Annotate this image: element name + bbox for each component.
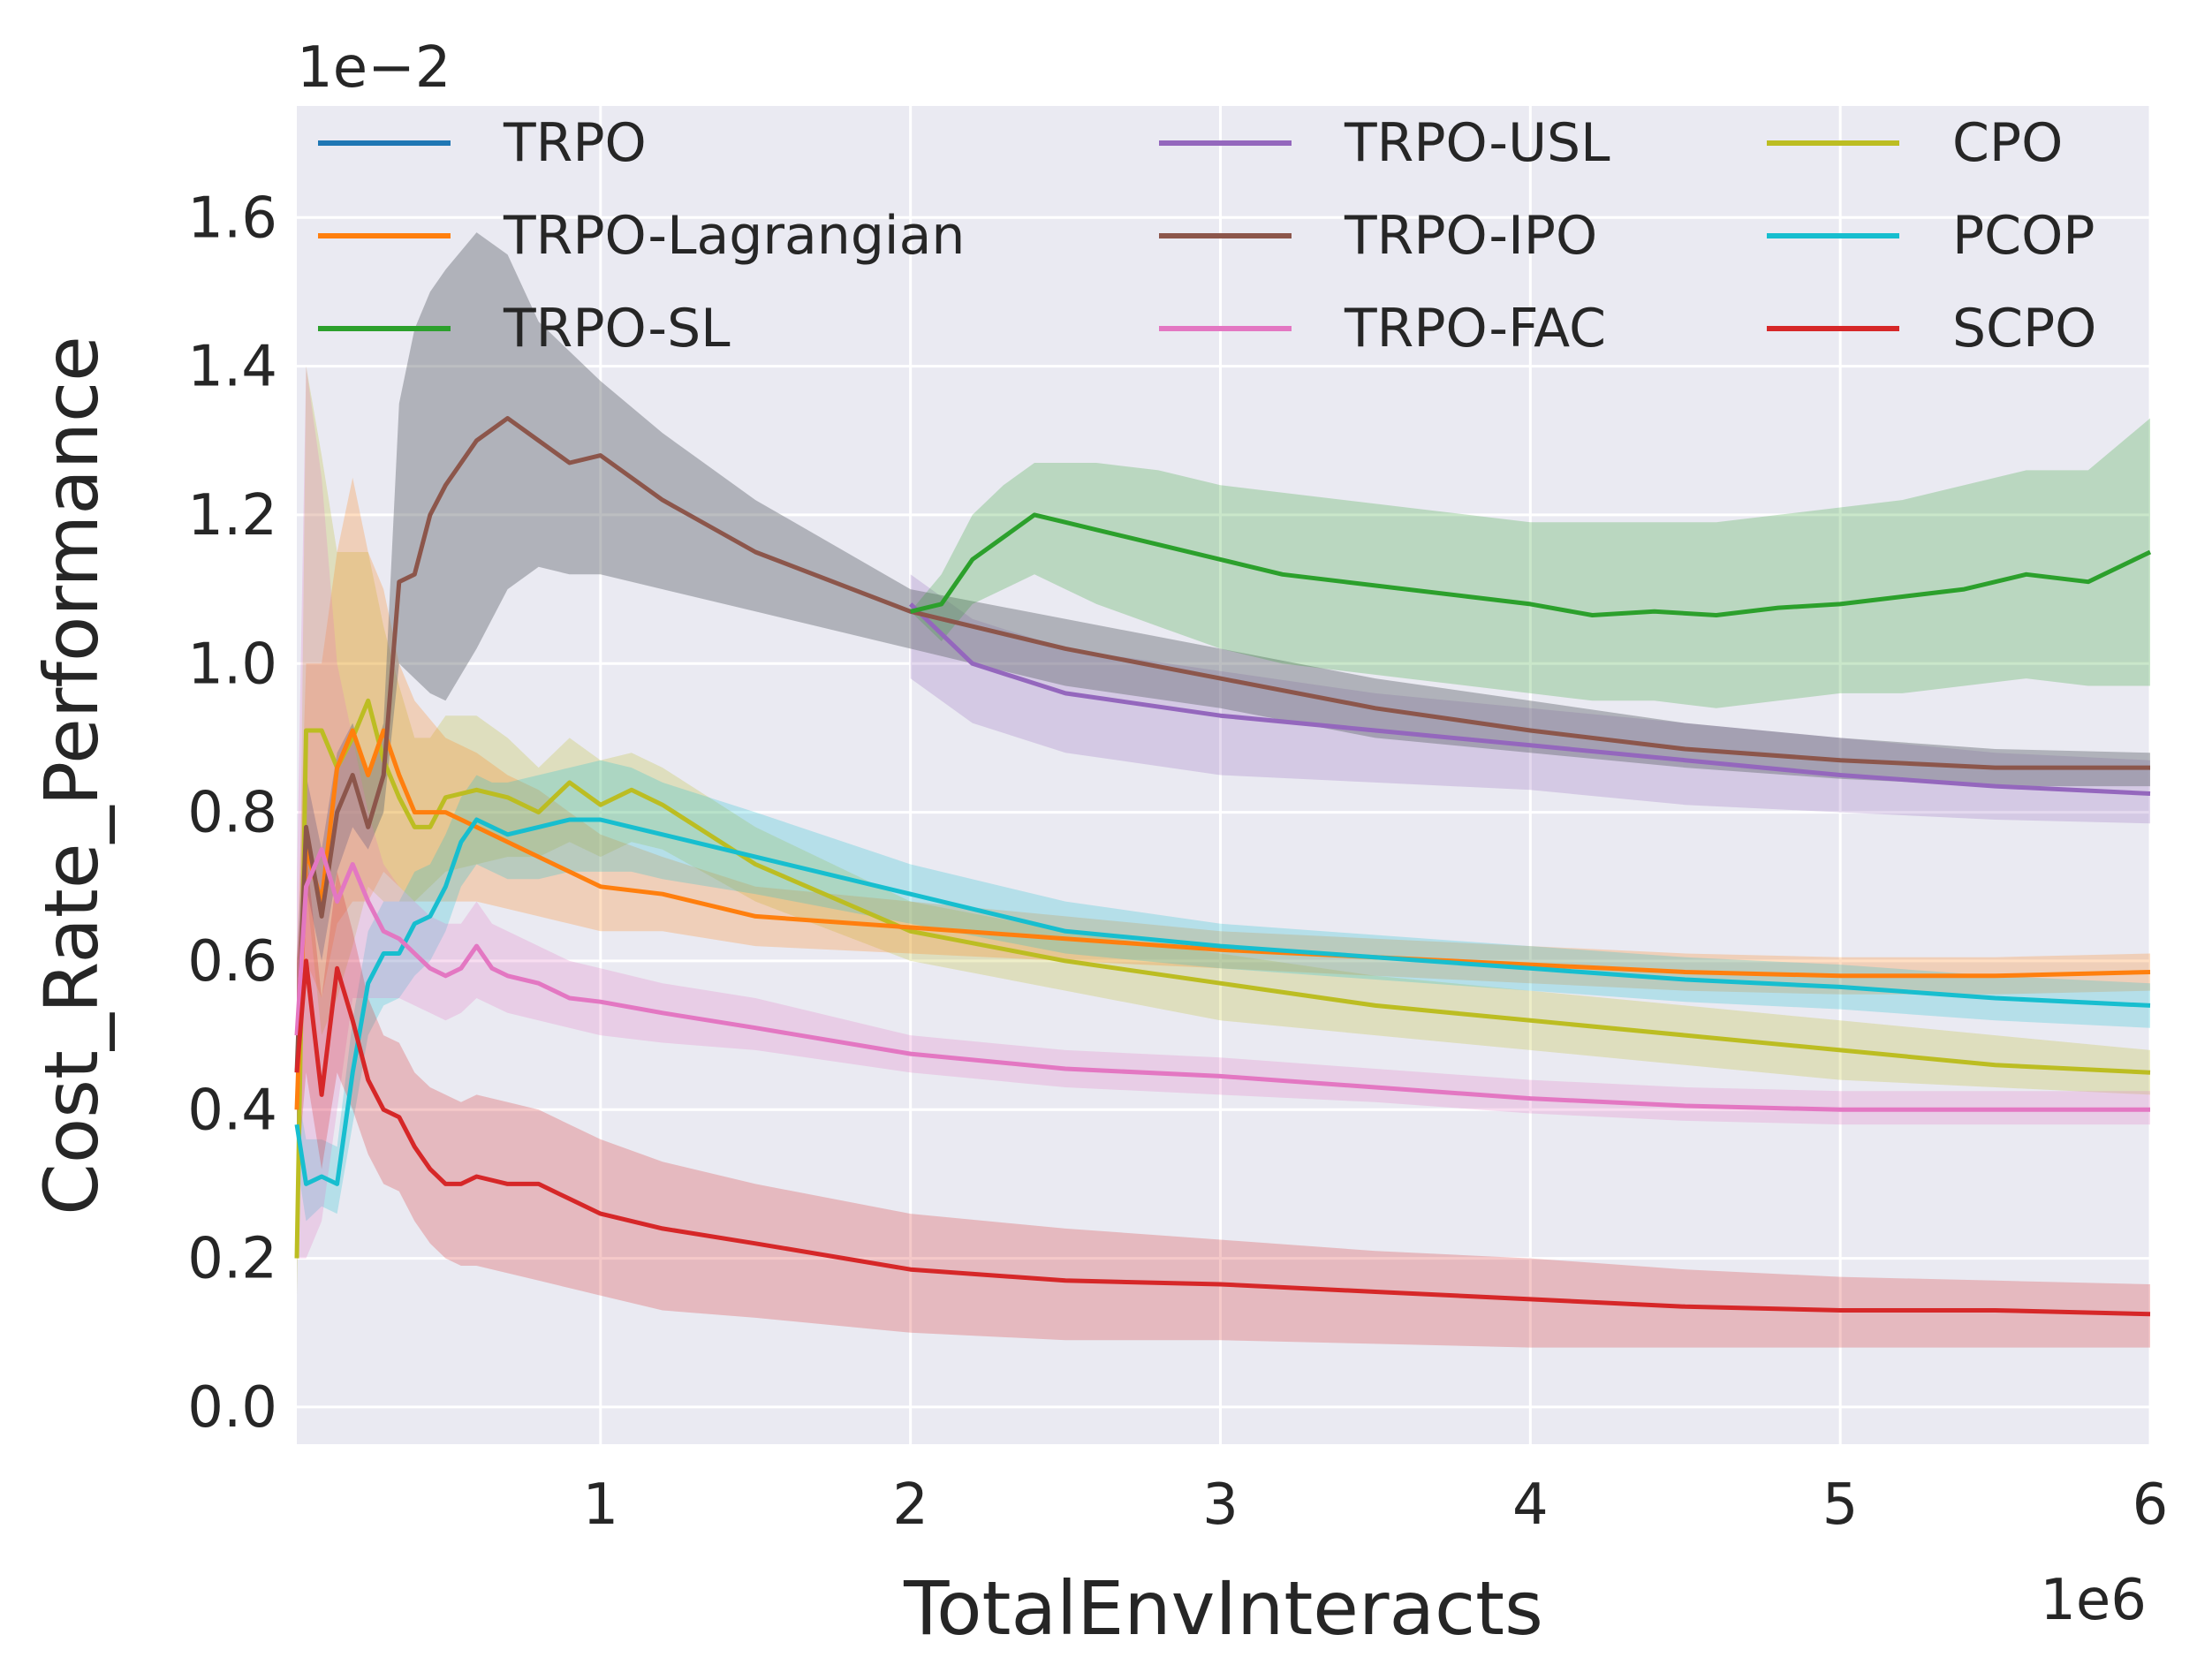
line-cpo <box>294 698 2151 1259</box>
legend-label: TRPO-IPO <box>1344 205 1597 267</box>
legend-label: PCOP <box>1952 205 2095 267</box>
y-tick-label: 0.6 <box>187 929 277 995</box>
line-trpo-fac <box>294 847 2150 1112</box>
legend-label: TRPO <box>503 112 647 174</box>
legend-label: TRPO-SL <box>503 298 731 359</box>
legend-label: TRPO-USL <box>1344 112 1610 174</box>
x-tick-label: 1 <box>582 1472 618 1538</box>
x-tick-label: 6 <box>2133 1472 2169 1538</box>
y-tick-label: 1.0 <box>187 632 277 697</box>
band-trpo-ipo <box>297 232 2150 1184</box>
y-axis-label: Cost_Rate_Performance <box>28 336 115 1215</box>
line-trpo-ipo <box>294 416 2150 1073</box>
legend: TRPO TRPO-Lagrangian TRPO-SL TRPO-USL TRPO-I… <box>318 112 2096 359</box>
y-tick-label: 1.4 <box>187 335 277 400</box>
legend-item-trpo-usl: TRPO-USL <box>1159 112 1610 174</box>
legend-label: CPO <box>1952 112 2063 174</box>
x-multiplier-label: 1e6 <box>2040 1568 2147 1633</box>
legend-item-trpo: TRPO <box>318 112 647 174</box>
legend-item-cpo: CPO <box>1767 112 2063 174</box>
x-axis-label: TotalEnvInteracts <box>903 1565 1543 1652</box>
x-tick-labels: 1 2 3 4 5 6 <box>582 1472 2168 1538</box>
y-tick-label: 0.0 <box>187 1375 277 1441</box>
y-tick-label: 1.6 <box>187 185 277 251</box>
confidence-bands <box>297 232 2150 1348</box>
line-trpo-lagrangian <box>294 728 2151 1110</box>
line-scpo <box>294 958 2151 1317</box>
y-tick-label: 0.4 <box>187 1078 277 1143</box>
line-trpo-usl <box>908 602 2151 796</box>
y-tick-label: 0.8 <box>187 781 277 846</box>
y-tick-label: 1.2 <box>187 483 277 549</box>
legend-item-trpo-fac: TRPO-FAC <box>1159 298 1606 359</box>
legend-item-trpo-ipo: TRPO-IPO <box>1159 205 1597 267</box>
legend-label: SCPO <box>1952 298 2096 359</box>
y-tick-labels: 0.0 0.2 0.4 0.6 0.8 1.0 1.2 1.4 1.6 <box>187 185 277 1441</box>
y-multiplier-label: 1e−2 <box>297 35 451 101</box>
band-pcop <box>297 760 2150 1222</box>
legend-label: TRPO-Lagrangian <box>503 205 965 267</box>
x-tick-label: 2 <box>892 1472 928 1538</box>
x-tick-label: 4 <box>1512 1472 1549 1538</box>
series-lines <box>294 416 2152 1317</box>
band-trpo-fac <box>297 366 2150 1259</box>
legend-item-scpo: SCPO <box>1767 298 2096 359</box>
x-tick-label: 5 <box>1822 1472 1859 1538</box>
band-trpo-sl <box>910 418 2150 708</box>
line-pcop <box>294 817 2151 1186</box>
legend-item-pcop: PCOP <box>1767 205 2095 267</box>
legend-item-trpo-sl: TRPO-SL <box>318 298 731 359</box>
y-tick-label: 0.2 <box>187 1227 277 1292</box>
band-cpo <box>297 366 2150 1296</box>
legend-item-trpo-lagrangian: TRPO-Lagrangian <box>318 205 965 267</box>
band-scpo <box>297 849 2150 1348</box>
legend-label: TRPO-FAC <box>1344 298 1606 359</box>
x-tick-label: 3 <box>1202 1472 1239 1538</box>
line-trpo-sl <box>910 512 2152 617</box>
